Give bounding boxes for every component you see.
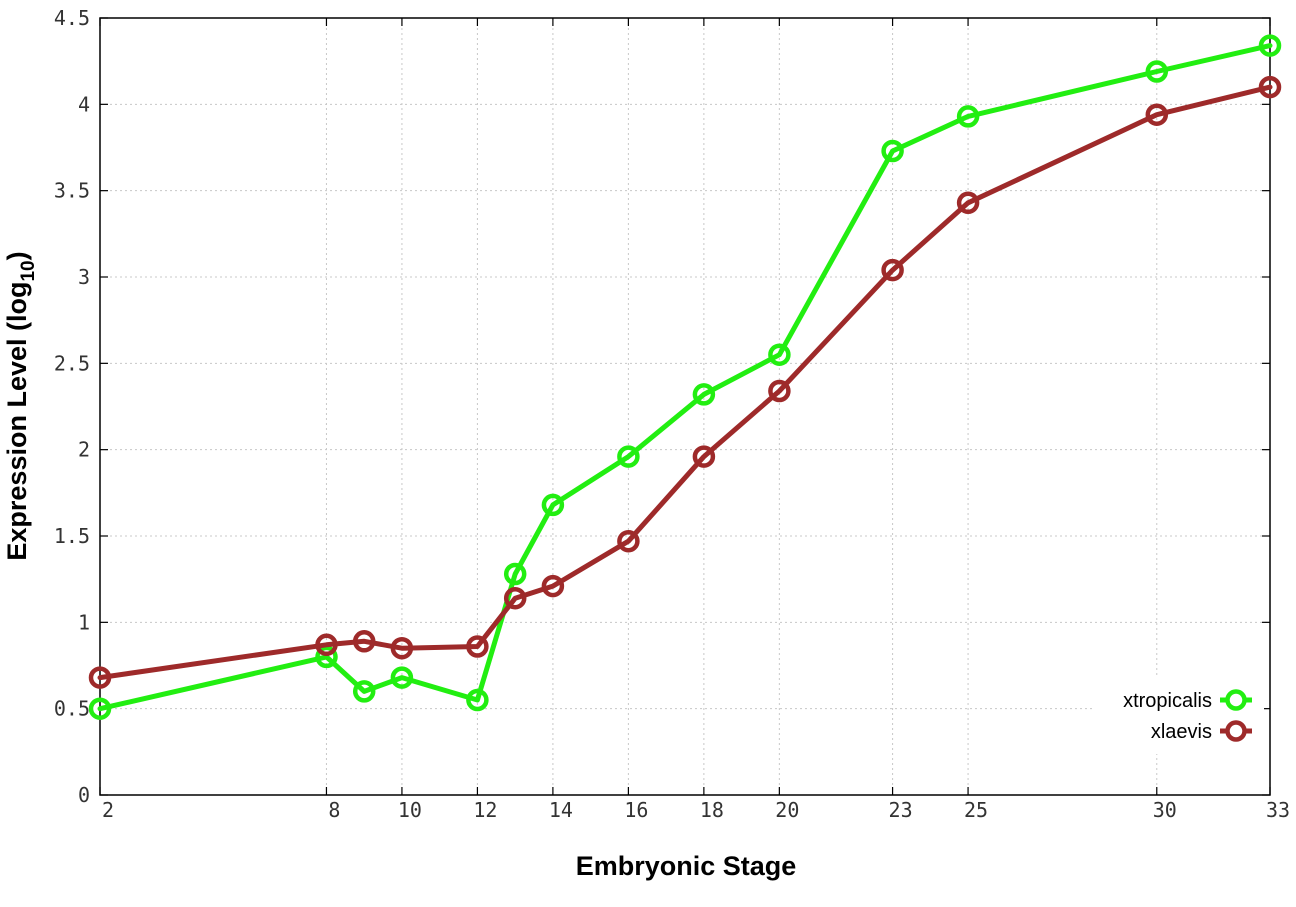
- y-tick-label-3: 3: [78, 265, 90, 289]
- legend-label-xlaevis: xlaevis: [1151, 721, 1212, 743]
- point-xtropicalis-stage-12: [466, 688, 489, 712]
- x-axis-title: Embryonic Stage: [576, 851, 797, 881]
- series-line-xlaevis: [97, 84, 1273, 681]
- y-tick-label-3-5: 3.5: [54, 179, 90, 203]
- point-xlaevis-stage-23: [881, 258, 904, 282]
- y-tick-label-4-5: 4.5: [54, 6, 90, 30]
- x-tick-label-23: 23: [889, 798, 913, 822]
- legend-marker-xtropicalis: [1225, 689, 1247, 711]
- y-tick-label-1-5: 1.5: [54, 524, 90, 548]
- y-tick-label-2: 2: [78, 438, 90, 462]
- point-xlaevis-stage-20: [768, 379, 791, 403]
- point-xlaevis-stage-16: [617, 529, 640, 553]
- x-tick-label-18: 18: [700, 798, 724, 822]
- point-xlaevis-stage-12: [466, 635, 489, 658]
- point-xtropicalis-stage-33: [1258, 34, 1282, 57]
- x-tick-label-25: 25: [964, 798, 988, 822]
- point-xlaevis-stage-33: [1258, 75, 1282, 99]
- y-tick-label-1: 1: [78, 610, 90, 634]
- y-axis-title: Expression Level (log10): [2, 251, 39, 560]
- point-xlaevis-stage-25: [956, 191, 980, 215]
- point-xlaevis-stage-30: [1145, 103, 1169, 126]
- y-tick-labels: 0 0.5 1 1.5 2 2.5 3 3.5 4 4.5: [54, 6, 90, 807]
- point-xlaevis-stage-14: [541, 574, 565, 598]
- x-tick-label-8: 8: [328, 798, 340, 822]
- point-xtropicalis-stage-18: [692, 383, 716, 406]
- point-xtropicalis-stage-8: [315, 645, 338, 669]
- series-layer: [88, 34, 1282, 720]
- x-tick-label-12: 12: [473, 798, 497, 822]
- point-xlaevis-stage-18: [692, 445, 716, 468]
- x-tick-labels: 2 8 10 12 14 16 18 20 23 25 30 33: [102, 798, 1290, 822]
- x-tick-label-20: 20: [775, 798, 799, 822]
- x-tick-label-10: 10: [398, 798, 422, 822]
- point-xtropicalis-stage-2: [88, 697, 112, 720]
- y-axis-title-close: ): [2, 251, 32, 260]
- y-axis-title-subscript: 10: [18, 260, 39, 281]
- y-tick-label-2-5: 2.5: [54, 351, 90, 375]
- grid-lines: [100, 18, 1270, 795]
- point-xlaevis-stage-2: [88, 666, 112, 689]
- legend-label-xtropicalis: xtropicalis: [1123, 690, 1212, 712]
- point-xtropicalis-stage-23: [881, 139, 904, 163]
- point-xtropicalis-stage-9: [352, 680, 376, 703]
- point-xtropicalis-stage-25: [956, 105, 980, 128]
- point-xtropicalis-stage-20: [768, 343, 791, 366]
- legend: xtropicalis xlaevis: [1092, 678, 1264, 754]
- x-tick-label-16: 16: [624, 798, 648, 822]
- y-tick-label-4: 4: [78, 92, 90, 116]
- legend-marker-xlaevis: [1225, 720, 1247, 742]
- point-xlaevis-stage-8: [315, 633, 338, 657]
- x-tick-label-30: 30: [1153, 798, 1177, 822]
- point-xlaevis-stage-13: [503, 586, 527, 610]
- point-xtropicalis-stage-14: [541, 493, 565, 517]
- point-xtropicalis-stage-10: [390, 666, 414, 689]
- point-xlaevis-stage-10: [390, 636, 414, 660]
- point-xlaevis-stage-9: [352, 630, 376, 653]
- point-xtropicalis-stage-30: [1145, 60, 1169, 83]
- x-tick-label-33: 33: [1266, 798, 1290, 822]
- plot-border: [99, 17, 1271, 796]
- y-axis-title-main: Expression Level (log: [2, 282, 32, 561]
- legend-entry-xtropicalis: xtropicalis: [1123, 689, 1252, 712]
- x-tick-label-2: 2: [102, 798, 114, 822]
- point-xtropicalis-stage-13: [503, 562, 527, 586]
- legend-entry-xlaevis: xlaevis: [1151, 720, 1252, 743]
- x-tick-label-14: 14: [549, 798, 573, 822]
- series-line-xtropicalis: [97, 43, 1273, 712]
- point-xtropicalis-stage-16: [617, 445, 640, 468]
- series-xtropicalis: [88, 34, 1282, 720]
- y-tick-label-0: 0: [78, 783, 90, 807]
- y-tick-label-0-5: 0.5: [54, 697, 90, 721]
- series-xlaevis: [88, 75, 1282, 689]
